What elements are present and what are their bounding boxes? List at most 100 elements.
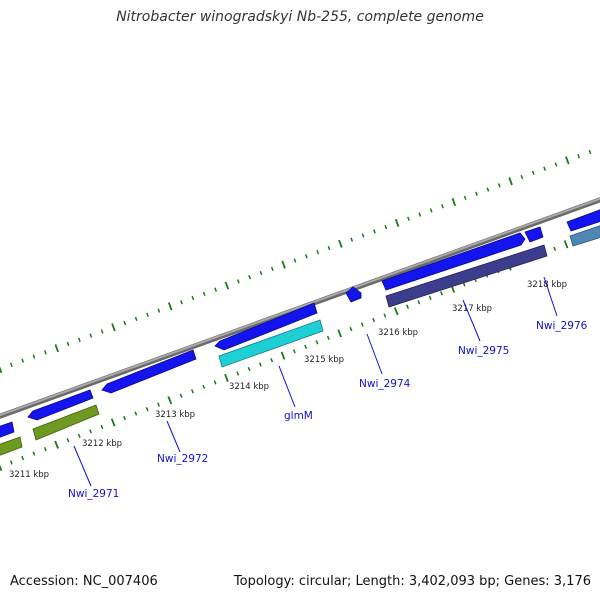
- gene-arrow[interactable]: [27, 389, 94, 421]
- gene-label[interactable]: glmM: [284, 410, 313, 422]
- tick-mark: [393, 307, 399, 316]
- tick-mark: [100, 329, 104, 334]
- tick-mark: [428, 295, 432, 300]
- leader-line: [166, 420, 181, 453]
- tick-mark: [9, 362, 13, 367]
- tick-mark: [43, 447, 47, 452]
- tick-mark: [77, 337, 81, 342]
- gene-label[interactable]: Nwi_2975: [458, 345, 509, 357]
- tick-mark: [520, 174, 524, 180]
- tick-mark: [360, 322, 364, 327]
- tick-mark: [89, 333, 93, 338]
- tick-mark: [32, 354, 36, 359]
- tick-mark: [406, 304, 409, 309]
- tick-mark: [180, 300, 183, 305]
- gene-label[interactable]: Nwi_2972: [157, 453, 208, 465]
- tick-mark: [32, 451, 36, 456]
- tick-mark: [66, 341, 70, 347]
- tick-mark: [281, 260, 286, 269]
- leader-line: [366, 333, 383, 375]
- gene-arrow[interactable]: [214, 302, 318, 351]
- tick-mark: [441, 204, 444, 209]
- tick-mark: [247, 366, 251, 372]
- tick-mark: [327, 245, 331, 251]
- tick-mark: [486, 187, 490, 192]
- tick-mark: [224, 373, 229, 383]
- tick-mark: [21, 358, 25, 363]
- feature-bar-olive[interactable]: [0, 436, 23, 457]
- tick-mark: [123, 320, 127, 326]
- tick-mark: [292, 349, 296, 354]
- gene-label[interactable]: Nwi_2971: [68, 488, 119, 500]
- gene-arrow[interactable]: [101, 349, 197, 394]
- tick-mark: [270, 358, 274, 363]
- leader-line: [462, 299, 481, 342]
- tick-mark: [531, 170, 535, 175]
- tick-mark: [429, 208, 433, 213]
- feature-bar-purple[interactable]: [385, 244, 548, 308]
- feature-bar-cyan[interactable]: [218, 319, 324, 368]
- tick-mark: [179, 393, 183, 398]
- tick-mark: [508, 177, 513, 186]
- feature-bar-steel[interactable]: [569, 224, 600, 247]
- feature-bars: [0, 224, 600, 457]
- tick-mark: [134, 316, 138, 322]
- genome-summary-text: Topology: circular; Length: 3,402,093 bp…: [233, 574, 591, 589]
- tick-mark: [213, 380, 217, 385]
- tick-mark: [270, 266, 274, 271]
- tick-mark: [361, 233, 365, 238]
- tick-mark: [338, 239, 343, 248]
- feature-bar-olive[interactable]: [32, 404, 100, 441]
- tick-mark: [475, 191, 478, 196]
- gene-arrow[interactable]: [0, 421, 15, 439]
- tick-mark: [463, 195, 467, 201]
- tick-mark: [259, 270, 263, 276]
- tick-mark: [0, 464, 3, 472]
- tick-mark: [167, 302, 173, 311]
- tick-mark: [440, 291, 443, 296]
- gene-arrow[interactable]: [566, 208, 600, 232]
- gene-arrow[interactable]: [345, 286, 362, 303]
- leader-line: [543, 276, 558, 317]
- outer-tick-marks: [0, 149, 592, 374]
- gene-arrow[interactable]: [381, 232, 526, 291]
- tick-mark: [77, 433, 81, 438]
- accession-text: Accession: NC_007406: [10, 574, 158, 589]
- tick-mark: [43, 350, 47, 355]
- tick-mark: [214, 287, 218, 292]
- tick-mark: [304, 344, 308, 349]
- tick-mark: [372, 317, 376, 323]
- tick-mark: [258, 362, 262, 367]
- gene-label[interactable]: Nwi_2976: [536, 320, 588, 332]
- genome-backbone: [0, 197, 600, 419]
- tick-mark: [145, 407, 149, 412]
- tick-mark: [110, 418, 116, 427]
- tick-mark: [384, 224, 388, 230]
- tick-mark: [21, 455, 25, 461]
- gene-arrow[interactable]: [524, 226, 544, 243]
- tick-label: 3214 kbp: [229, 382, 269, 392]
- tick-label: 3215 kbp: [304, 355, 344, 365]
- tick-mark: [157, 308, 161, 313]
- tick-mark: [372, 229, 376, 234]
- gene-label[interactable]: Nwi_2974: [359, 378, 411, 390]
- tick-mark: [407, 216, 410, 221]
- tick-mark: [191, 389, 194, 394]
- tick-mark: [146, 312, 149, 317]
- tick-mark: [451, 197, 457, 207]
- tick-mark: [191, 295, 195, 301]
- tick-mark: [565, 156, 570, 165]
- tick-mark: [497, 183, 501, 188]
- tick-mark: [202, 291, 206, 297]
- tick-mark: [89, 429, 92, 434]
- tick-mark: [167, 396, 173, 405]
- tick-mark: [304, 254, 308, 259]
- tick-label: 3213 kbp: [155, 410, 195, 420]
- tick-mark: [577, 154, 581, 159]
- tick-mark: [315, 340, 319, 345]
- tick-label: 3216 kbp: [378, 328, 418, 338]
- tick-mark: [236, 279, 240, 284]
- leader-line: [278, 365, 296, 408]
